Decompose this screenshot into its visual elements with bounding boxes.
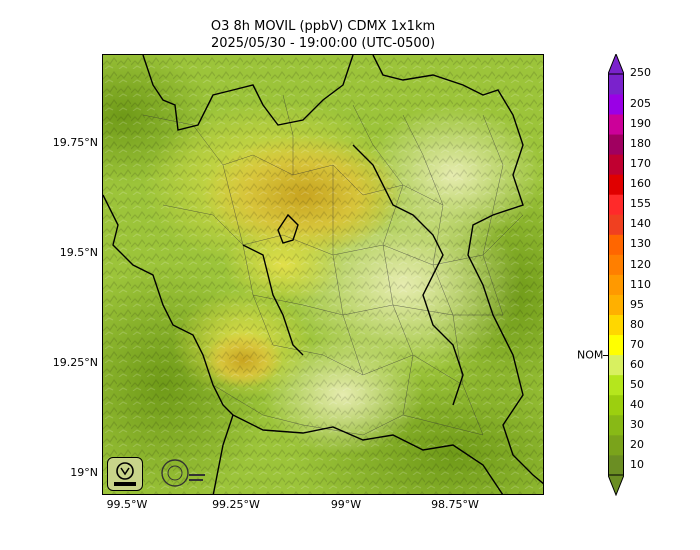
colorbar-tick-label: 80 [630,317,644,331]
colorbar-band [608,434,624,456]
sedema-logo [107,457,143,491]
colorbar-tick-label: 205 [630,97,651,111]
colorbar-band [608,154,624,175]
map-canvas [103,55,543,494]
y-tick-label: 19°N [70,466,98,479]
colorbar-tick-label: 60 [630,357,644,371]
colorbar-tick-label: 190 [630,117,651,131]
x-tick-label: 99°W [330,498,362,511]
colorbar-band [608,134,624,155]
colorbar-tick-label: 70 [630,337,644,351]
colorbar-tick-label: 250 [630,66,651,79]
colorbar-tick-label: 180 [630,137,651,151]
x-tick-label: 98.75°W [431,498,479,511]
colorbar-tick-label: 160 [630,177,651,191]
cdmx-government-logo [157,457,207,489]
map-title: O3 8h MOVIL (ppbV) CDMX 1x1km [210,19,436,34]
colorbar-band [608,334,624,356]
y-tick-label: 19.75°N [52,136,98,149]
colorbar-frame [608,73,624,476]
colorbar-band [608,194,624,215]
colorbar-band [608,274,624,295]
colorbar-band [608,254,624,275]
colorbar-over-arrow [608,54,624,75]
ozone-map [102,54,544,495]
colorbar-band [608,454,624,476]
colorbar-tick-label: 50 [630,377,644,391]
colorbar-band [608,174,624,195]
colorbar-band [608,234,624,255]
sedema-emblem-icon [114,462,136,486]
colorbar-tick-label: 155 [630,197,651,211]
colorbar-under-arrow [608,474,624,496]
map-subtitle-datetime: 2025/05/30 - 19:00:00 (UTC-0500) [210,36,436,51]
nom-reference-tick [603,354,608,356]
colorbar-band [608,294,624,315]
colorbar-tick-label: 120 [630,257,651,271]
colorbar-band [608,354,624,376]
colorbar-band [608,74,624,95]
colorbar-tick-label: 110 [630,277,651,291]
colorbar-tick-label: 10 [630,458,644,471]
colorbar-tick-label: 40 [630,397,644,411]
colorbar-band [608,414,624,436]
y-tick-label: 19.25°N [52,356,98,369]
cdmx-emblem-icon [161,459,205,487]
colorbar-band [608,94,624,115]
colorbar-band [608,374,624,396]
y-tick-label: 19.5°N [59,246,98,259]
colorbar-band [608,394,624,416]
colorbar-tick-label: 30 [630,417,644,431]
colorbar-tick-label: 170 [630,157,651,171]
colorbar-band [608,114,624,135]
colorbar-tick-label: 130 [630,237,651,251]
nom-reference-label: NOM [577,348,604,362]
x-tick-label: 99.5°W [106,498,148,511]
colorbar-tick-label: 140 [630,217,651,231]
colorbar-band [608,214,624,235]
x-tick-label: 99.25°W [212,498,260,511]
colorbar-tick-label: 20 [630,437,644,451]
colorbar [608,54,624,496]
colorbar-band [608,314,624,336]
colorbar-tick-label: 95 [630,297,644,311]
